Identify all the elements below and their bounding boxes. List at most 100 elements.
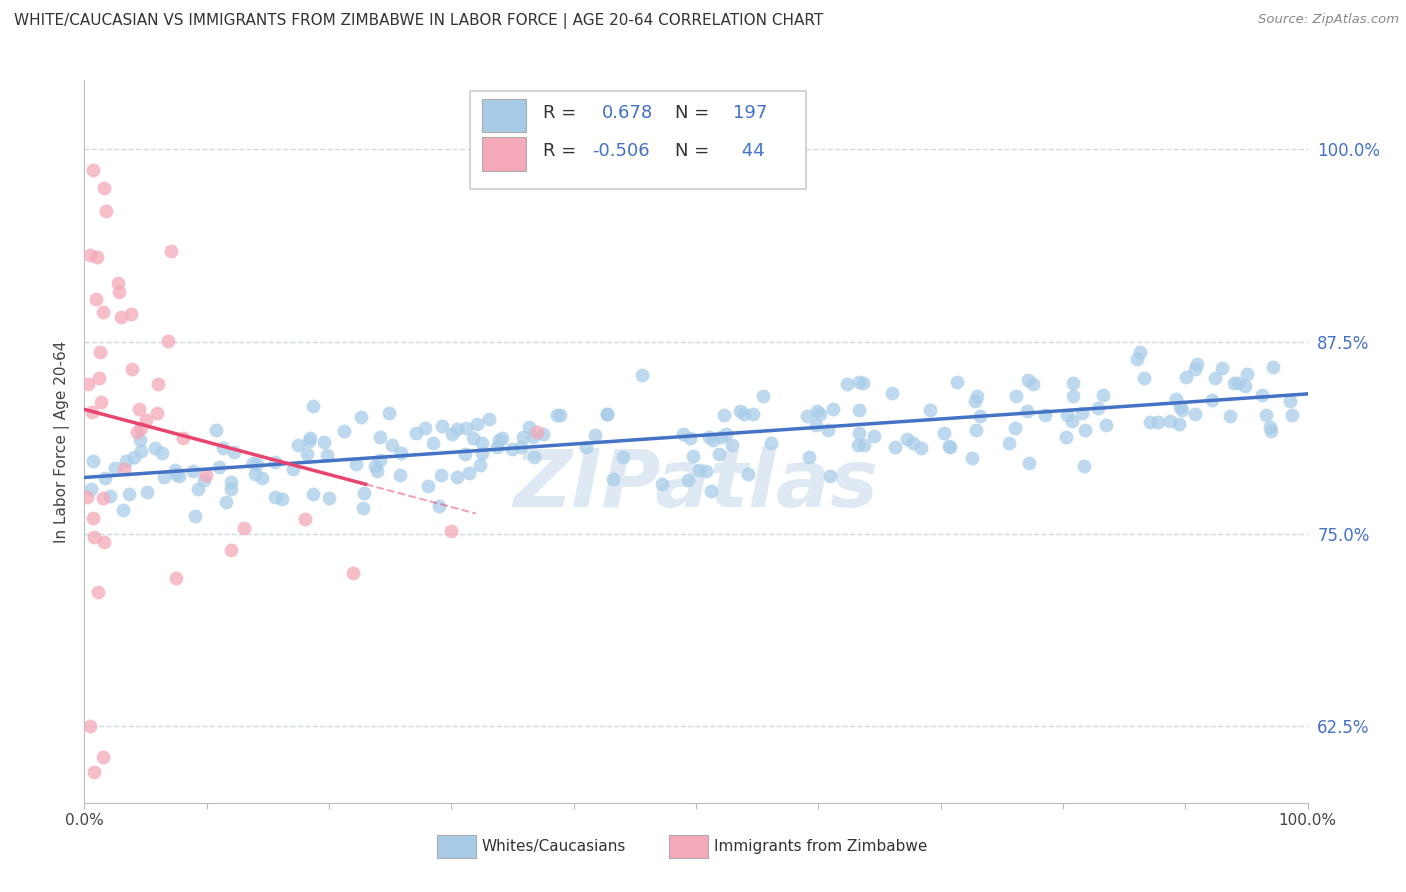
Point <box>1073 458 1095 473</box>
Point <box>194 467 217 482</box>
Point <box>378 406 401 420</box>
Text: N =: N = <box>675 142 716 160</box>
Point <box>852 376 875 391</box>
FancyBboxPatch shape <box>470 91 806 189</box>
Point <box>388 468 411 483</box>
Point <box>83 765 105 780</box>
Point <box>1281 408 1303 422</box>
Point <box>295 447 318 461</box>
Point <box>707 447 730 461</box>
Point <box>187 482 209 496</box>
Point <box>389 446 412 460</box>
Point <box>82 511 104 525</box>
Point <box>429 468 451 483</box>
Text: Whites/Caucasians: Whites/Caucasians <box>482 839 626 855</box>
Point <box>344 458 367 472</box>
Text: R =: R = <box>543 103 582 122</box>
Point <box>287 438 309 452</box>
Point <box>962 451 984 466</box>
Point <box>938 439 960 453</box>
Point <box>446 469 468 483</box>
Point <box>491 431 513 445</box>
Point <box>115 453 138 467</box>
FancyBboxPatch shape <box>669 835 709 858</box>
Point <box>212 442 235 456</box>
Point <box>596 407 619 421</box>
Point <box>602 472 624 486</box>
Point <box>111 502 134 516</box>
Point <box>125 425 148 439</box>
Point <box>721 438 744 452</box>
Point <box>316 448 339 462</box>
Text: 44: 44 <box>737 142 765 160</box>
Point <box>808 407 831 421</box>
Point <box>1167 417 1189 431</box>
Point <box>883 440 905 454</box>
Point <box>848 375 870 389</box>
Point <box>87 584 110 599</box>
Point <box>679 431 702 445</box>
Point <box>1062 389 1084 403</box>
Point <box>688 463 710 477</box>
Point <box>672 427 695 442</box>
Point <box>294 511 316 525</box>
Point <box>1260 424 1282 438</box>
Point <box>1062 376 1084 390</box>
Point <box>314 434 336 449</box>
Point <box>1095 417 1118 432</box>
Point <box>181 465 204 479</box>
Point <box>1254 408 1277 422</box>
Point <box>146 377 169 392</box>
Text: Source: ZipAtlas.com: Source: ZipAtlas.com <box>1258 13 1399 27</box>
Point <box>1236 368 1258 382</box>
Point <box>454 421 477 435</box>
Point <box>806 404 828 418</box>
Text: N =: N = <box>675 103 716 122</box>
Point <box>1170 401 1192 415</box>
Point <box>128 433 150 447</box>
Point <box>135 413 157 427</box>
Point <box>1174 370 1197 384</box>
Point <box>350 410 373 425</box>
Point <box>697 430 720 444</box>
Point <box>1004 421 1026 435</box>
Point <box>98 489 121 503</box>
Point <box>575 441 598 455</box>
Point <box>966 389 988 403</box>
Point <box>120 307 142 321</box>
Point <box>797 450 820 464</box>
Point <box>818 468 841 483</box>
Point <box>193 473 215 487</box>
Point <box>759 436 782 450</box>
Point <box>486 441 509 455</box>
Point <box>381 438 404 452</box>
Point <box>422 436 444 450</box>
Point <box>1201 393 1223 408</box>
Point <box>1261 359 1284 374</box>
Point <box>219 475 242 489</box>
Point <box>546 408 568 422</box>
Point <box>548 409 571 423</box>
Point <box>1204 371 1226 385</box>
Point <box>488 434 510 448</box>
Point <box>531 427 554 442</box>
Point <box>264 490 287 504</box>
Point <box>1139 415 1161 429</box>
Text: Immigrants from Zimbabwe: Immigrants from Zimbabwe <box>714 839 928 855</box>
Point <box>478 412 501 426</box>
Point <box>702 433 724 447</box>
Point <box>596 407 619 421</box>
Point <box>91 749 114 764</box>
Text: R =: R = <box>543 142 582 160</box>
Text: 0.678: 0.678 <box>602 103 652 122</box>
Point <box>93 471 115 485</box>
Point <box>90 395 112 409</box>
Point <box>79 719 101 733</box>
Point <box>1054 430 1077 444</box>
Point <box>796 409 818 424</box>
Point <box>208 460 231 475</box>
Point <box>1087 401 1109 416</box>
Point <box>896 433 918 447</box>
Point <box>165 467 187 482</box>
Point <box>219 543 242 558</box>
